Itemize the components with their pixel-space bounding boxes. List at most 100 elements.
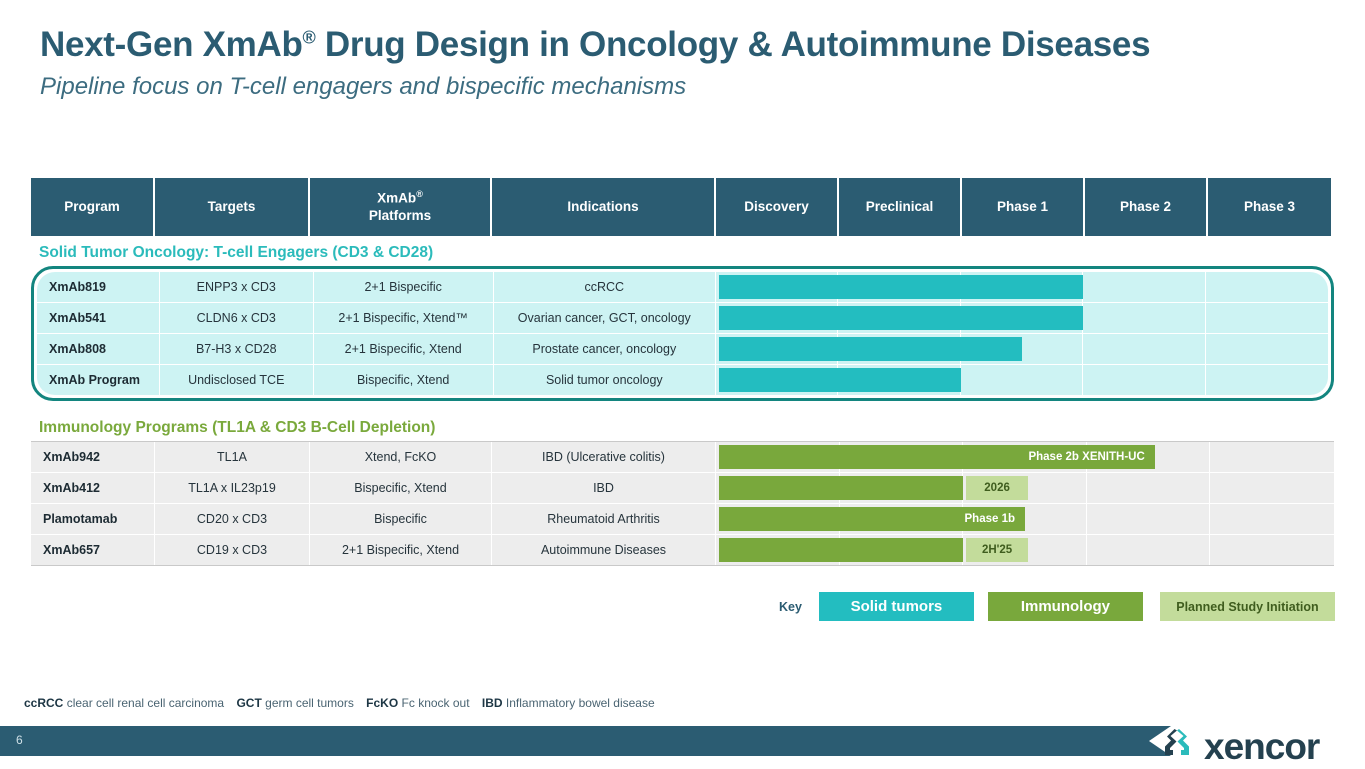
progress-bar: Phase 1b [719, 507, 1025, 531]
cell-indication: IBD [492, 473, 716, 503]
xencor-logo: xencor [1157, 724, 1320, 769]
cell-targets: TL1A [155, 442, 310, 472]
progress-bar [719, 476, 964, 500]
page-title-part2: Drug Design in Oncology & Autoimmune Dis… [315, 25, 1151, 64]
footnote-def-gct: germ cell tumors [265, 696, 354, 710]
footnote: ccRCC clear cell renal cell carcinoma GC… [24, 696, 655, 710]
column-header-phase-1: Phase 1 [962, 178, 1085, 236]
cell-targets: CD20 x CD3 [155, 504, 310, 534]
table-row[interactable]: XmAb808 B7-H3 x CD28 2+1 Bispecific, Xtend… [37, 334, 1328, 364]
legend-item-planned-study[interactable]: Planned Study Initiation [1159, 592, 1335, 621]
table-row[interactable]: XmAb942 TL1A Xtend, FcKO IBD (Ulcerative co… [31, 442, 1334, 472]
registered-mark-icon: ® [416, 189, 423, 200]
cell-platform: Bispecific, Xtend [313, 365, 494, 395]
timeline-cell [715, 303, 1328, 333]
timeline-cell: 2026 [716, 473, 1334, 503]
cell-indication: Prostate cancer, oncology [493, 334, 716, 364]
table-row[interactable]: XmAb541 CLDN6 x CD3 2+1 Bispecific, Xtend™… [37, 303, 1328, 333]
column-header-targets: Targets [155, 178, 310, 236]
column-header-phase-3: Phase 3 [1208, 178, 1331, 236]
cell-platform: Bispecific [310, 504, 492, 534]
column-header-platforms-line2: Platforms [368, 207, 432, 223]
table-row[interactable]: XmAb Program Undisclosed TCE Bispecific, X… [37, 365, 1328, 395]
column-header-platforms-line1: XmAb [377, 190, 417, 206]
progress-bar [719, 538, 964, 562]
progress-bar: Phase 2b XENITH-UC [719, 445, 1155, 469]
solid-tumor-highlight-box: XmAb819 ENPP3 x CD3 2+1 Bispecific ccRCC XmA… [31, 266, 1334, 401]
timeline-cell [715, 272, 1328, 302]
column-header-preclinical: Preclinical [839, 178, 962, 236]
pipeline-table: Program Targets XmAb® Platforms Indicati… [31, 178, 1334, 566]
table-row[interactable]: Plamotamab CD20 x CD3 Bispecific Rheumatoid… [31, 504, 1334, 534]
cell-program: XmAb657 [31, 535, 155, 565]
cell-targets: CD19 x CD3 [155, 535, 310, 565]
progress-bar [718, 275, 1084, 299]
cell-indication: Autoimmune Diseases [492, 535, 716, 565]
cell-program: XmAb819 [37, 272, 160, 302]
column-header-platforms: XmAb® Platforms [310, 178, 492, 236]
progress-bar [718, 337, 1022, 361]
cell-program: XmAb412 [31, 473, 155, 503]
cell-indication: Solid tumor oncology [493, 365, 716, 395]
xencor-mark-icon [1157, 724, 1197, 769]
column-header-program: Program [31, 178, 155, 236]
footnote-def-fcko: Fc knock out [401, 696, 470, 710]
legend-item-solid-tumors[interactable]: Solid tumors [818, 592, 974, 621]
footnote-abbr-gct: GCT [236, 696, 262, 710]
cell-targets: CLDN6 x CD3 [159, 303, 314, 333]
planned-study-segment: 2026 [966, 476, 1028, 500]
page-number: 6 [16, 733, 23, 747]
cell-platform: 2+1 Bispecific [313, 272, 494, 302]
cell-indication: Rheumatoid Arthritis [492, 504, 716, 534]
page-subtitle: Pipeline focus on T-cell engagers and bi… [40, 72, 687, 100]
cell-program: XmAb Program [37, 365, 160, 395]
cell-platform: 2+1 Bispecific, Xtend [310, 535, 492, 565]
cell-platform: Xtend, FcKO [310, 442, 492, 472]
table-row[interactable]: XmAb412 TL1A x IL23p19 Bispecific, Xtend IB… [31, 473, 1334, 503]
timeline-cell [715, 334, 1328, 364]
section-header-immunology-programs: Immunology Programs (TL1A & CD3 B-Cell D… [39, 419, 436, 436]
footnote-def-ccrcc: clear cell renal cell carcinoma [66, 696, 225, 710]
footnote-def-ibd: Inflammatory bowel disease [505, 696, 655, 710]
column-header-discovery: Discovery [716, 178, 839, 236]
cell-platform: Bispecific, Xtend [310, 473, 492, 503]
cell-program: XmAb541 [37, 303, 160, 333]
cell-targets: B7-H3 x CD28 [159, 334, 314, 364]
cell-program: Plamotamab [31, 504, 155, 534]
page-title-part1: Next-Gen XmAb [40, 25, 303, 64]
timeline-cell: 2H'25 [716, 535, 1334, 565]
table-row[interactable]: XmAb657 CD19 x CD3 2+1 Bispecific, Xtend Au… [31, 535, 1334, 565]
page-title: Next-Gen XmAb® Drug Design in Oncology &… [40, 25, 1151, 65]
table-row[interactable]: XmAb819 ENPP3 x CD3 2+1 Bispecific ccRCC [37, 272, 1328, 302]
timeline-cell: Phase 2b XENITH-UC [716, 442, 1334, 472]
solid-tumor-rows[interactable]: XmAb819 ENPP3 x CD3 2+1 Bispecific ccRCC XmA… [37, 272, 1328, 395]
footnote-abbr-ibd: IBD [481, 696, 503, 710]
cell-indication: Ovarian cancer, GCT, oncology [493, 303, 716, 333]
cell-program: XmAb942 [31, 442, 155, 472]
timeline-cell: Phase 1b [716, 504, 1334, 534]
legend-label: Key [779, 599, 802, 614]
progress-bar [718, 368, 961, 392]
cell-targets: TL1A x IL23p19 [155, 473, 310, 503]
legend-item-immunology[interactable]: Immunology [987, 592, 1143, 621]
section-header-solid-tumor-oncology: Solid Tumor Oncology: T-cell Engagers (C… [39, 244, 434, 261]
column-header-indications: Indications [492, 178, 716, 236]
footnote-abbr-fcko: FcKO [366, 696, 399, 710]
cell-program: XmAb808 [37, 334, 160, 364]
registered-mark-icon: ® [302, 27, 316, 48]
legend: Key Solid tumors Immunology Planned Stud… [779, 592, 1335, 621]
table-header-row: Program Targets XmAb® Platforms Indicati… [31, 178, 1334, 236]
footnote-abbr-ccrcc: ccRCC [24, 696, 64, 710]
progress-bar [718, 306, 1084, 330]
cell-indication: ccRCC [493, 272, 716, 302]
column-header-phase-2: Phase 2 [1085, 178, 1208, 236]
xencor-wordmark: xencor [1204, 726, 1320, 767]
title-block: Next-Gen XmAb® Drug Design in Oncology &… [40, 25, 1151, 100]
cell-targets: ENPP3 x CD3 [159, 272, 314, 302]
cell-indication: IBD (Ulcerative colitis) [492, 442, 716, 472]
timeline-cell [715, 365, 1328, 395]
immunology-rows[interactable]: XmAb942 TL1A Xtend, FcKO IBD (Ulcerative co… [31, 441, 1334, 566]
cell-platform: 2+1 Bispecific, Xtend™ [313, 303, 494, 333]
cell-targets: Undisclosed TCE [159, 365, 314, 395]
footer-bar [0, 726, 1149, 756]
